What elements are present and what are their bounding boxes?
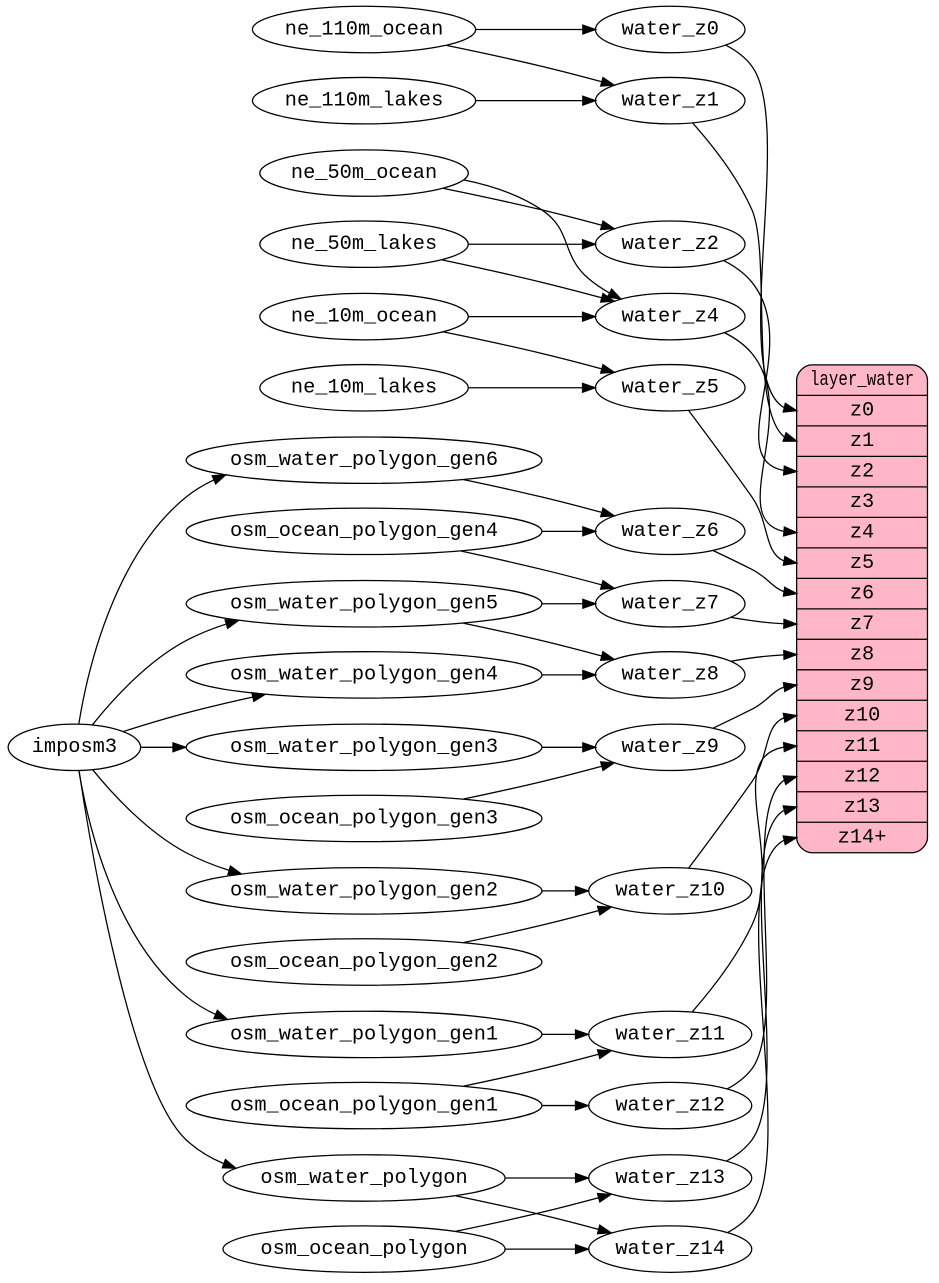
svg-text:water_z1: water_z1 (621, 89, 719, 112)
svg-text:water_z7: water_z7 (621, 593, 719, 616)
svg-text:water_z0: water_z0 (621, 18, 719, 41)
svg-text:layer_water: layer_water (810, 369, 914, 392)
svg-text:z13: z13 (844, 796, 881, 819)
svg-text:water_z11: water_z11 (615, 1023, 725, 1046)
svg-text:osm_ocean_polygon: osm_ocean_polygon (260, 1238, 467, 1261)
svg-text:z12: z12 (844, 765, 881, 788)
svg-text:z10: z10 (844, 704, 881, 727)
svg-text:osm_water_polygon_gen3: osm_water_polygon_gen3 (230, 736, 498, 759)
svg-text:osm_ocean_polygon_gen4: osm_ocean_polygon_gen4 (230, 520, 498, 543)
svg-text:ne_50m_lakes: ne_50m_lakes (291, 233, 437, 256)
svg-text:z14+: z14+ (838, 826, 887, 849)
svg-text:z4: z4 (850, 521, 874, 544)
svg-text:osm_water_polygon_gen4: osm_water_polygon_gen4 (230, 664, 498, 687)
svg-text:water_z2: water_z2 (621, 233, 719, 256)
svg-text:ne_10m_ocean: ne_10m_ocean (291, 305, 437, 328)
svg-text:z7: z7 (850, 613, 874, 636)
svg-text:z6: z6 (850, 582, 874, 605)
svg-text:z11: z11 (844, 735, 881, 758)
svg-text:z1: z1 (850, 430, 874, 453)
svg-text:osm_ocean_polygon_gen3: osm_ocean_polygon_gen3 (230, 807, 498, 830)
svg-text:water_z4: water_z4 (621, 305, 719, 328)
svg-text:ne_110m_lakes: ne_110m_lakes (285, 89, 443, 112)
svg-text:osm_water_polygon_gen2: osm_water_polygon_gen2 (230, 880, 498, 903)
svg-text:imposm3: imposm3 (32, 736, 117, 759)
svg-text:osm_water_polygon: osm_water_polygon (260, 1167, 467, 1190)
svg-text:water_z10: water_z10 (615, 880, 725, 903)
svg-text:water_z13: water_z13 (615, 1167, 725, 1190)
svg-text:ne_10m_lakes: ne_10m_lakes (291, 377, 437, 400)
svg-text:ne_110m_ocean: ne_110m_ocean (285, 18, 443, 41)
svg-text:water_z9: water_z9 (621, 736, 719, 759)
svg-text:water_z6: water_z6 (621, 520, 719, 543)
svg-text:osm_water_polygon_gen6: osm_water_polygon_gen6 (230, 449, 498, 472)
svg-text:osm_ocean_polygon_gen1: osm_ocean_polygon_gen1 (230, 1094, 498, 1117)
svg-text:osm_water_polygon_gen1: osm_water_polygon_gen1 (230, 1023, 498, 1046)
svg-text:osm_ocean_polygon_gen2: osm_ocean_polygon_gen2 (230, 951, 498, 974)
svg-text:z5: z5 (850, 552, 874, 575)
svg-text:osm_water_polygon_gen5: osm_water_polygon_gen5 (230, 593, 498, 616)
svg-text:water_z8: water_z8 (621, 664, 719, 687)
svg-text:water_z12: water_z12 (615, 1094, 725, 1117)
svg-text:z9: z9 (850, 674, 874, 697)
svg-text:ne_50m_ocean: ne_50m_ocean (291, 162, 437, 185)
svg-text:z8: z8 (850, 643, 874, 666)
svg-text:water_z14: water_z14 (615, 1238, 725, 1261)
svg-text:z3: z3 (850, 491, 874, 514)
svg-text:z0: z0 (850, 399, 874, 422)
svg-text:water_z5: water_z5 (621, 377, 719, 400)
svg-text:z2: z2 (850, 460, 874, 483)
